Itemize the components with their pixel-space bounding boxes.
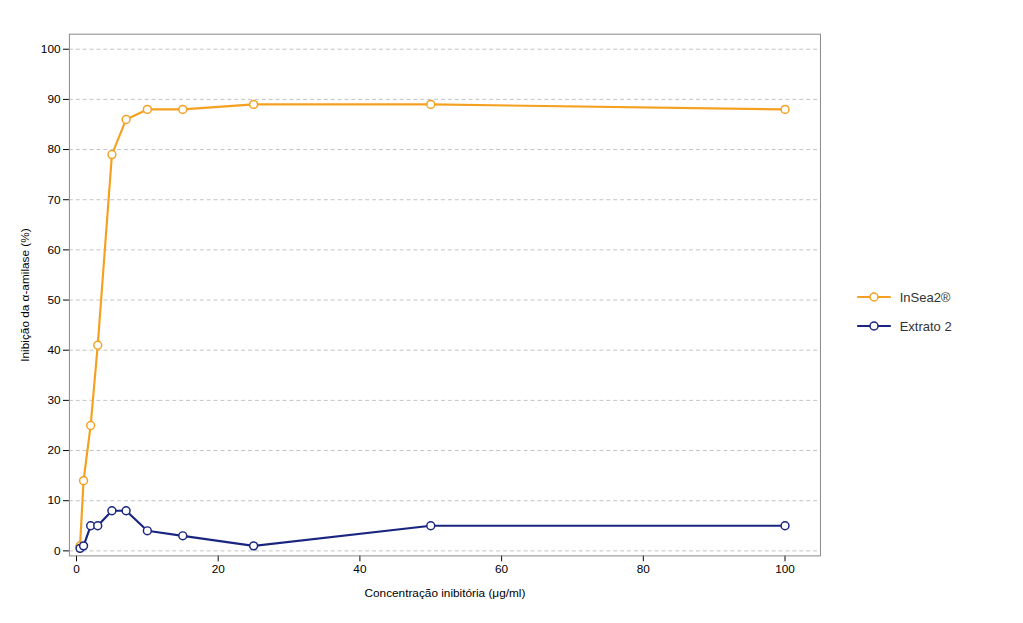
svg-text:20: 20 [212, 562, 226, 576]
svg-text:20: 20 [47, 443, 61, 457]
svg-text:40: 40 [353, 562, 367, 576]
svg-text:0: 0 [73, 562, 80, 576]
svg-text:60: 60 [47, 242, 61, 256]
svg-text:80: 80 [47, 142, 61, 156]
html-text:Extrato 2: Extrato 2 [899, 318, 952, 334]
svg-text:0: 0 [54, 543, 61, 557]
svg-text:100: 100 [775, 562, 795, 576]
svg-text:Inibição da α-amilase (%): Inibição da α-amilase (%) [18, 228, 32, 361]
svg-text:70: 70 [47, 192, 61, 206]
svg-text:80: 80 [637, 562, 651, 576]
svg-text:90: 90 [47, 92, 61, 106]
svg-text:60: 60 [495, 562, 509, 576]
svg-text:30: 30 [47, 393, 61, 407]
svg-text:50: 50 [47, 293, 61, 307]
html-text:InSea2®: InSea2® [899, 289, 951, 305]
svg-text:100: 100 [41, 42, 61, 56]
svg-text:10: 10 [47, 493, 61, 507]
svg-text:Concentração inibitória (μg/ml: Concentração inibitória (μg/ml) [364, 586, 525, 600]
svg-text:40: 40 [47, 343, 61, 357]
